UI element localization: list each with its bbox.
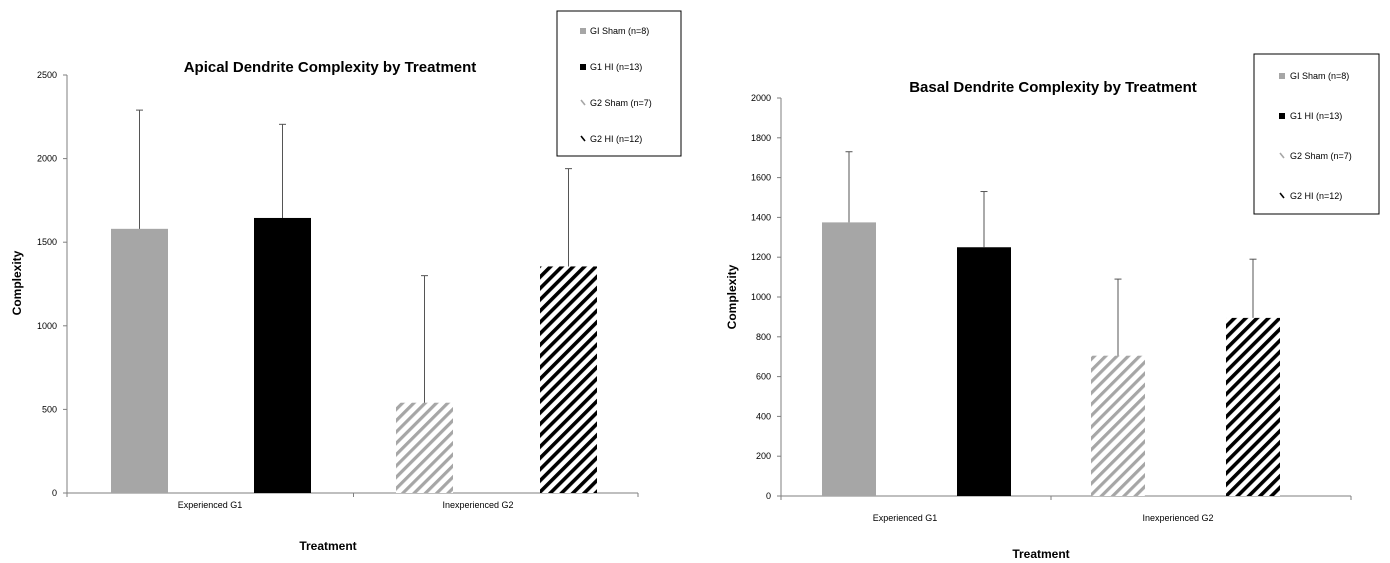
y-tick-label: 2000 <box>751 93 771 103</box>
legend-label: G2 Sham (n=7) <box>590 98 652 108</box>
y-tick-label: 600 <box>756 372 771 382</box>
y-tick-label: 0 <box>766 491 771 501</box>
legend-swatch <box>1279 152 1285 159</box>
y-tick-label: 1000 <box>751 292 771 302</box>
legend-label: G2 HI (n=12) <box>1290 191 1342 201</box>
bar <box>540 266 597 493</box>
y-tick-label: 200 <box>756 451 771 461</box>
legend-swatch <box>580 99 586 106</box>
bar <box>254 217 311 493</box>
y-tick-label: 800 <box>756 332 771 342</box>
legend-label: G1 HI (n=13) <box>590 62 642 72</box>
bar <box>822 222 876 496</box>
legend-swatch <box>1279 192 1285 199</box>
y-tick-label: 400 <box>756 411 771 421</box>
y-axis-title: Complexity <box>10 250 24 315</box>
chart-title: Apical Dendrite Complexity by Treatment <box>184 59 477 76</box>
legend-swatch <box>580 64 586 70</box>
legend-swatch <box>580 135 586 142</box>
bar <box>111 228 168 493</box>
legend-label: GI Sham (n=8) <box>1290 71 1349 81</box>
x-axis-title: Treatment <box>1012 547 1069 561</box>
y-tick-label: 1000 <box>37 321 57 331</box>
bar <box>1091 355 1145 496</box>
x-category-label: Inexperienced G2 <box>1142 513 1213 523</box>
x-category-label: Experienced G1 <box>873 513 938 523</box>
y-tick-label: 2500 <box>37 70 57 80</box>
legend-label: G1 HI (n=13) <box>1290 111 1342 121</box>
y-tick-label: 2000 <box>37 154 57 164</box>
legend-swatch <box>580 28 586 34</box>
y-tick-label: 500 <box>42 404 57 414</box>
x-category-label: Experienced G1 <box>178 500 243 510</box>
bar <box>957 247 1011 496</box>
bar <box>396 402 453 493</box>
legend-swatch <box>1279 113 1285 119</box>
x-axis-title: Treatment <box>299 539 356 553</box>
legend-label: G2 Sham (n=7) <box>1290 151 1352 161</box>
y-tick-label: 1400 <box>751 212 771 222</box>
legend-box <box>556 10 682 157</box>
legend-label: G2 HI (n=12) <box>590 134 642 144</box>
legend-box <box>1253 53 1380 215</box>
y-axis-title: Complexity <box>725 264 739 329</box>
y-tick-label: 1500 <box>37 237 57 247</box>
x-category-label: Inexperienced G2 <box>442 500 513 510</box>
chart-title: Basal Dendrite Complexity by Treatment <box>909 79 1197 96</box>
legend-swatch <box>1279 73 1285 79</box>
y-tick-label: 0 <box>52 488 57 498</box>
bar <box>1226 317 1280 496</box>
basal-dendrite-chart: Basal Dendrite Complexity by Treatment 0 2… <box>725 53 1380 561</box>
legend: GI Sham (n=8) G1 HI (n=13) G2 Sham (n=7) G2… <box>556 10 682 157</box>
y-tick-label: 1800 <box>751 133 771 143</box>
y-tick-label: 1600 <box>751 173 771 183</box>
legend-label: GI Sham (n=8) <box>590 26 649 36</box>
apical-dendrite-chart: Apical Dendrite Complexity by Treatment 0… <box>10 10 682 553</box>
y-tick-label: 1200 <box>751 252 771 262</box>
legend: GI Sham (n=8) G1 HI (n=13) G2 Sham (n=7) G2… <box>1253 53 1380 215</box>
